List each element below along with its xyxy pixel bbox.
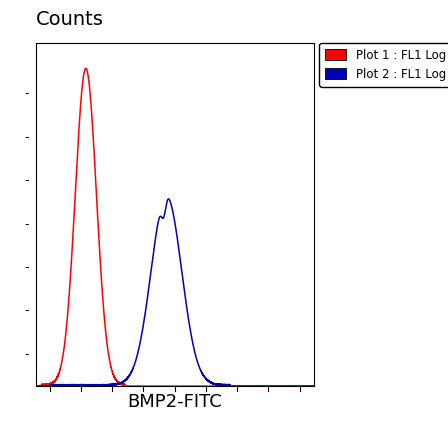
Text: Counts: Counts <box>36 10 104 29</box>
Text: -: - <box>24 218 29 230</box>
Legend: Plot 1 : FL1 Log, Plot 2 : FL1 Log: Plot 1 : FL1 Log, Plot 2 : FL1 Log <box>319 43 448 87</box>
X-axis label: BMP2-FITC: BMP2-FITC <box>127 393 222 411</box>
Text: -: - <box>24 131 29 144</box>
Text: -: - <box>24 305 29 317</box>
Text: -: - <box>24 174 29 187</box>
Text: -: - <box>24 348 29 361</box>
Text: -: - <box>24 261 29 274</box>
Text: -: - <box>24 87 29 100</box>
